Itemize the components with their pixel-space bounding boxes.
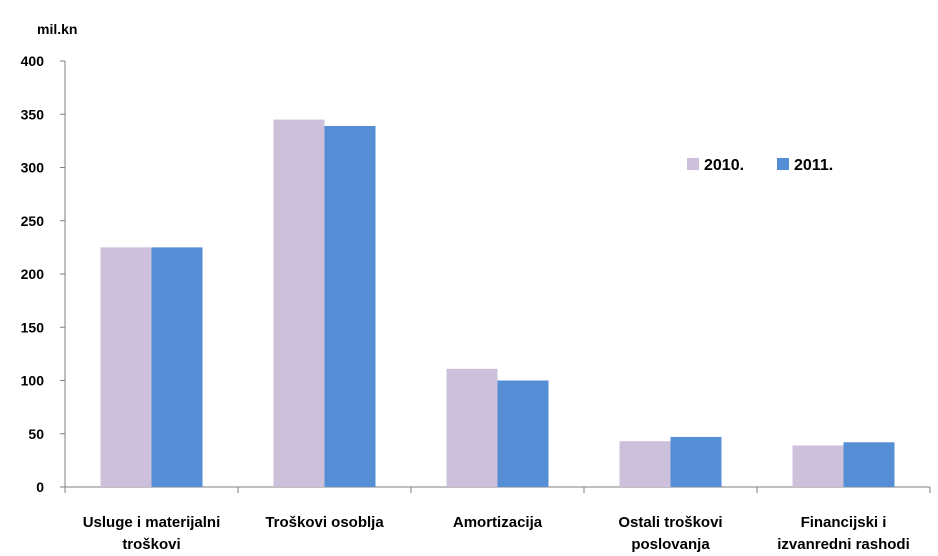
bar-2011-0: [151, 247, 203, 487]
legend-label: 2011.: [794, 157, 833, 174]
bar-2011-4: [843, 442, 895, 487]
category-label: Amortizacija: [453, 514, 543, 531]
y-tick-label: 0: [36, 479, 44, 495]
bar-2011-3: [670, 436, 722, 487]
legend-swatch: [687, 158, 699, 170]
y-tick-label: 350: [21, 106, 45, 122]
y-tick-label: 150: [21, 319, 45, 335]
bar-2011-2: [497, 380, 549, 487]
category-label: poslovanja: [631, 536, 710, 553]
legend-swatch: [777, 158, 789, 170]
category-label: Usluge i materijalni: [83, 514, 221, 531]
y-axis: 0 50 100 150 200 250 300 350 400: [21, 53, 66, 495]
category-label: izvanredni rashodi: [777, 536, 910, 553]
y-tick-label: 300: [21, 160, 45, 176]
legend: 2010. 2011.: [687, 157, 833, 174]
y-tick-label: 400: [21, 53, 45, 69]
bar-2010-4: [792, 445, 844, 487]
bar-2010-2: [446, 368, 498, 487]
y-tick-label: 50: [28, 426, 44, 442]
bar-2010-0: [100, 247, 152, 487]
bar-2010-1: [273, 119, 325, 487]
category-label: Ostali troškovi: [618, 514, 722, 531]
y-tick-label: 100: [21, 373, 45, 389]
category-label: troškovi: [122, 536, 180, 553]
x-axis: [64, 486, 931, 493]
category-label: Financijski i: [801, 514, 887, 531]
category-label: Troškovi osoblja: [265, 514, 384, 531]
y-axis-unit-label: mil.kn: [37, 21, 77, 37]
category-labels: Usluge i materijalni troškovi Troškovi oso…: [83, 514, 910, 553]
bar-2010-3: [619, 441, 671, 487]
bars: [100, 119, 895, 487]
bar-2011-1: [324, 125, 376, 487]
y-tick-label: 200: [21, 266, 45, 282]
y-tick-label: 250: [21, 213, 45, 229]
legend-label: 2010.: [704, 157, 744, 174]
